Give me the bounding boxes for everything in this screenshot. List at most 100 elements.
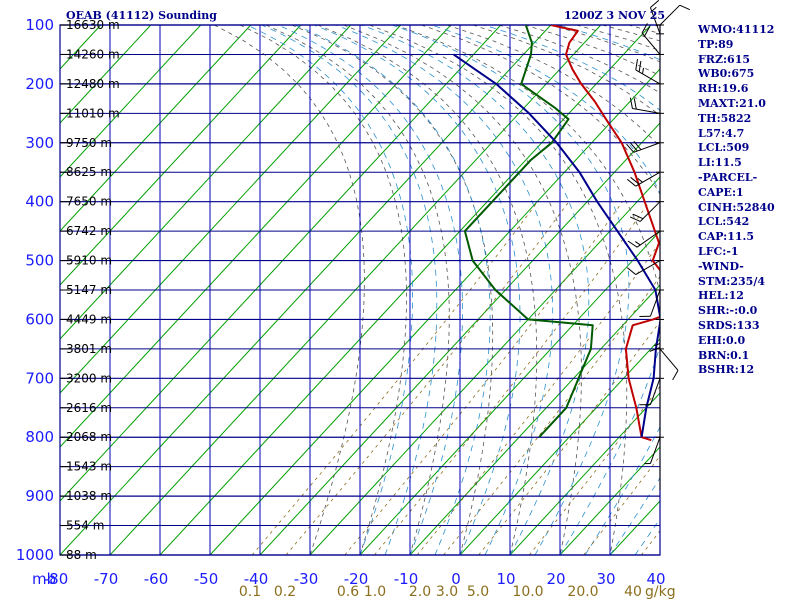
wind-barb bbox=[626, 260, 664, 275]
mixing-ratio-label: 0.1 bbox=[239, 584, 261, 600]
pressure-tick-label: 100 bbox=[25, 16, 54, 34]
wind-barb-flag bbox=[629, 97, 633, 109]
height-label: 2068 m bbox=[66, 430, 112, 444]
wind-barb bbox=[656, 4, 691, 26]
temperature-tick-label: 0 bbox=[451, 570, 461, 588]
stat-item: WMO:41112 bbox=[698, 23, 775, 36]
wind-barb-flag bbox=[672, 370, 679, 381]
stat-item: RH:19.6 bbox=[698, 82, 749, 96]
wind-barb-flag bbox=[644, 26, 651, 37]
mixing-ratio-label: 3.0 bbox=[436, 584, 458, 600]
wind-barb-flag bbox=[642, 67, 644, 74]
height-label: 3801 m bbox=[66, 342, 112, 356]
sounding-profiles bbox=[452, 25, 660, 442]
height-label: 11010 m bbox=[66, 106, 120, 120]
wind-barb-staff bbox=[635, 69, 661, 85]
wind-barb-staff bbox=[641, 32, 661, 55]
temperature-profile bbox=[550, 25, 660, 442]
height-label: 1038 m bbox=[66, 489, 112, 503]
wind-barb-flag bbox=[632, 213, 644, 220]
mixing-ratio-label: 5.0 bbox=[467, 584, 489, 600]
height-label: 2616 m bbox=[66, 401, 112, 415]
temperature-tick-label: -30 bbox=[294, 570, 319, 588]
stat-item: EHI:0.0 bbox=[698, 333, 746, 347]
wind-barb-staff bbox=[636, 230, 661, 248]
stat-item: FRZ:615 bbox=[698, 52, 751, 66]
dewpoint-profile bbox=[463, 25, 594, 438]
wind-barb-staff bbox=[633, 142, 661, 153]
mixing-ratio-label: 0.2 bbox=[274, 584, 296, 600]
wind-barb bbox=[639, 377, 664, 406]
wind-barb-flag bbox=[637, 178, 643, 183]
stat-item: -PARCEL- bbox=[698, 170, 758, 184]
stat-item: LI:11.5 bbox=[698, 156, 742, 170]
wind-barb bbox=[626, 171, 664, 187]
stat-item: BRN:0.1 bbox=[698, 348, 750, 362]
wind-barb-flag bbox=[650, 0, 660, 8]
wind-barb-flag bbox=[638, 60, 642, 72]
height-label: 8625 m bbox=[66, 165, 112, 179]
mixing-ratio-label: 40 bbox=[624, 584, 642, 600]
x-axis-prefix: mb bbox=[32, 570, 56, 588]
temperature-tick-label: 20 bbox=[546, 570, 565, 588]
wind-barb bbox=[649, 0, 664, 35]
height-label: 4449 m bbox=[66, 312, 112, 326]
wind-barb-staff bbox=[649, 437, 661, 464]
mixing-ratio-label: 10.0 bbox=[512, 584, 543, 600]
wind-barb-flag bbox=[627, 240, 638, 248]
pressure-tick-label: 400 bbox=[25, 193, 54, 211]
wind-barb-flag bbox=[629, 142, 638, 152]
height-label: 12480 m bbox=[66, 77, 120, 91]
stat-item: LFC:-1 bbox=[698, 244, 739, 258]
mixing-ratio-label: 20.0 bbox=[567, 584, 598, 600]
wind-barb-staff bbox=[635, 171, 661, 187]
wind-barb-flag bbox=[630, 176, 640, 185]
temperature-tick-label: -50 bbox=[194, 570, 219, 588]
height-label: 16630 m bbox=[66, 18, 120, 32]
height-labels: 16630 m 14260 m 12480 m 11010 m 9750 m 8625 m… bbox=[60, 18, 120, 562]
stat-item: SRDS:133 bbox=[698, 318, 760, 332]
height-label: 3200 m bbox=[66, 371, 112, 385]
wind-barb-flag bbox=[635, 58, 639, 70]
mixing-ratio-label: 2.0 bbox=[409, 584, 431, 600]
wind-barb bbox=[629, 201, 664, 222]
wind-barb-staff bbox=[659, 348, 679, 371]
wind-barb-flag bbox=[635, 241, 641, 246]
height-label: 7650 m bbox=[66, 195, 112, 209]
chart-title: OEAB (41112) Sounding bbox=[66, 9, 217, 22]
wind-barb bbox=[627, 230, 664, 248]
wind-barb bbox=[656, 348, 679, 381]
stat-item: MAXT:21.0 bbox=[698, 96, 766, 110]
stat-item: CINH:52840 bbox=[698, 200, 775, 214]
height-label: 6742 m bbox=[66, 224, 112, 238]
stat-item: CAP:11.5 bbox=[698, 230, 755, 244]
height-label: 5910 m bbox=[66, 254, 112, 268]
pressure-tick-label: 500 bbox=[25, 252, 54, 270]
height-label: 5147 m bbox=[66, 283, 112, 297]
stat-item: SHR:-:0.0 bbox=[698, 304, 758, 318]
height-label: 88 m bbox=[66, 548, 97, 562]
wind-barb-staff bbox=[649, 7, 661, 35]
stat-item: LCL:509 bbox=[698, 141, 750, 155]
wind-barb-flag bbox=[629, 216, 641, 222]
skewed-isotherm bbox=[0, 25, 51, 555]
stat-item: BSHR:12 bbox=[698, 363, 755, 377]
temperature-tick-label: 30 bbox=[596, 570, 615, 588]
pressure-tick-label: 800 bbox=[25, 428, 54, 446]
stat-item: L57:4.7 bbox=[698, 126, 745, 140]
wind-barb-flag bbox=[626, 267, 637, 275]
wind-barb bbox=[629, 97, 664, 114]
height-label: 1543 m bbox=[66, 460, 112, 474]
mixing-ratio-label: 0.6 bbox=[337, 584, 359, 600]
stat-item: LCL:542 bbox=[698, 215, 750, 229]
temperature-tick-label: 10 bbox=[496, 570, 515, 588]
pressure-tick-label: 1000 bbox=[16, 546, 54, 564]
temperature-tick-label: -60 bbox=[144, 570, 169, 588]
wind-barb-staff bbox=[649, 289, 661, 317]
wind-barb-flag bbox=[651, 6, 657, 12]
plot-frame bbox=[59, 24, 661, 556]
pressure-tick-label: 300 bbox=[25, 134, 54, 152]
stat-item: HEL:12 bbox=[698, 289, 744, 303]
wind-barbs bbox=[626, 0, 691, 490]
wind-barb-flag bbox=[626, 178, 637, 187]
